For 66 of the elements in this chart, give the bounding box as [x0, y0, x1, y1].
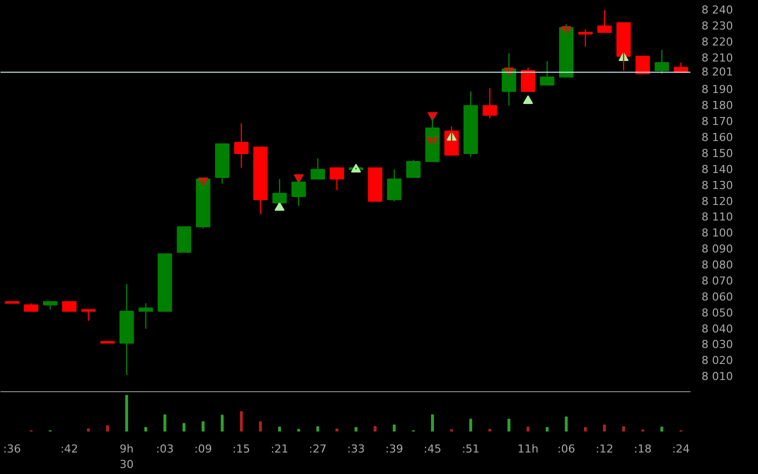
point: [274, 202, 285, 211]
x-tick-label: :33: [347, 442, 365, 456]
candlestick: [464, 90, 478, 158]
x-tick-label: :09: [194, 442, 212, 456]
x-tick-label: :12: [596, 442, 614, 456]
y-tick-label: 8 120: [702, 194, 733, 208]
ref-line-label: 8 201: [702, 66, 733, 79]
x-tick-label: :51: [462, 442, 480, 456]
y-tick-label: 8 160: [702, 131, 733, 144]
y-tick-label: 8 220: [702, 35, 733, 48]
y-tick-label: 8 230: [702, 19, 733, 32]
candlestick: [253, 146, 268, 215]
candlestick: [176, 226, 192, 253]
candlestick: [158, 253, 172, 312]
candlestick: [43, 301, 58, 310]
y-tick-label: 8 190: [702, 83, 733, 96]
candlestick: [368, 167, 382, 202]
x-tick-label: :06: [557, 442, 576, 456]
candlestick: [119, 284, 134, 376]
y-tick-label: 8 040: [702, 322, 733, 336]
x-tick-label: 9h 30: [120, 442, 134, 472]
candlestick: [215, 143, 230, 184]
candlestick: [540, 60, 554, 86]
candlestick: [578, 28, 593, 48]
x-tick-label: :18: [634, 442, 652, 456]
x-tick-label: :39: [385, 442, 404, 456]
y-tick-label: 8 050: [702, 306, 733, 320]
y-tick-label: 8 030: [702, 338, 733, 352]
candlestick: [81, 309, 96, 322]
y-tick-label: 8 140: [702, 162, 733, 176]
y-tick-label: 8 210: [702, 51, 733, 64]
y-tick-label: 8 070: [702, 274, 733, 288]
x-tick-label: :36: [3, 442, 21, 456]
y-tick-label: 8 130: [702, 178, 733, 192]
candlestick: [406, 159, 421, 178]
x-tick-label: :03: [156, 442, 174, 456]
candlestick: [387, 168, 402, 202]
y-tick-label: 8 110: [702, 210, 733, 224]
point: [351, 164, 362, 173]
candlestick: [482, 88, 497, 120]
candlestick: [597, 9, 612, 33]
y-tick-label: 8 180: [702, 99, 733, 112]
candlestick: [330, 167, 344, 191]
candlestick: [310, 158, 325, 180]
x-tick-label: :27: [308, 442, 327, 456]
candlestick: [636, 56, 650, 74]
candlestick: [654, 49, 670, 74]
y-tick-label: 8 010: [702, 370, 733, 384]
point: [427, 112, 438, 121]
x-tick-label: :21: [270, 442, 288, 456]
candlestick: [62, 301, 76, 312]
x-tick-label: :15: [232, 442, 250, 456]
y-tick-label: 8 080: [702, 258, 733, 272]
y-tick-label: 8 020: [702, 354, 733, 368]
x-tick-label: 11h: [518, 442, 539, 456]
y-tick-label: 8 170: [702, 115, 733, 128]
x-tick-label: :45: [424, 442, 442, 456]
y-tick-label: 8 150: [702, 146, 733, 160]
point: [294, 174, 304, 184]
y-tick-label: 8 060: [702, 290, 733, 304]
y-tick-label: 8 100: [702, 226, 733, 240]
y-tick-label: 8 240: [702, 4, 733, 17]
candlestick: [4, 301, 20, 304]
x-tick-label: :42: [60, 442, 78, 456]
x-tick-label: :24: [672, 442, 690, 456]
y-tick-label: 8 090: [702, 242, 733, 256]
